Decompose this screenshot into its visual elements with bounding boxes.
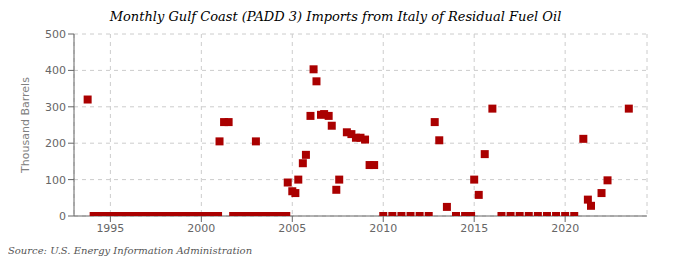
svg-text:2000: 2000 [187,222,215,235]
svg-text:200: 200 [45,137,66,150]
svg-text:0: 0 [59,210,66,223]
svg-text:2015: 2015 [460,222,488,235]
html-text:Source: U.S. Energy Informatio: Source: U.S. Energy Information Administ… [8,245,253,256]
svg-text:300: 300 [45,101,66,114]
svg-text:2010: 2010 [369,222,397,235]
svg-text:Thousand Barrels: Thousand Barrels [19,77,32,174]
svg-text:1995: 1995 [96,222,124,235]
svg-text:100: 100 [45,174,66,187]
svg-text:500: 500 [45,28,66,41]
svg-text:2020: 2020 [551,222,579,235]
svg-text:2005: 2005 [278,222,306,235]
html-text:Monthly Gulf Coast (PADD 3) Im: Monthly Gulf Coast (PADD 3) Imports from… [109,9,562,24]
svg-text:400: 400 [45,64,66,77]
